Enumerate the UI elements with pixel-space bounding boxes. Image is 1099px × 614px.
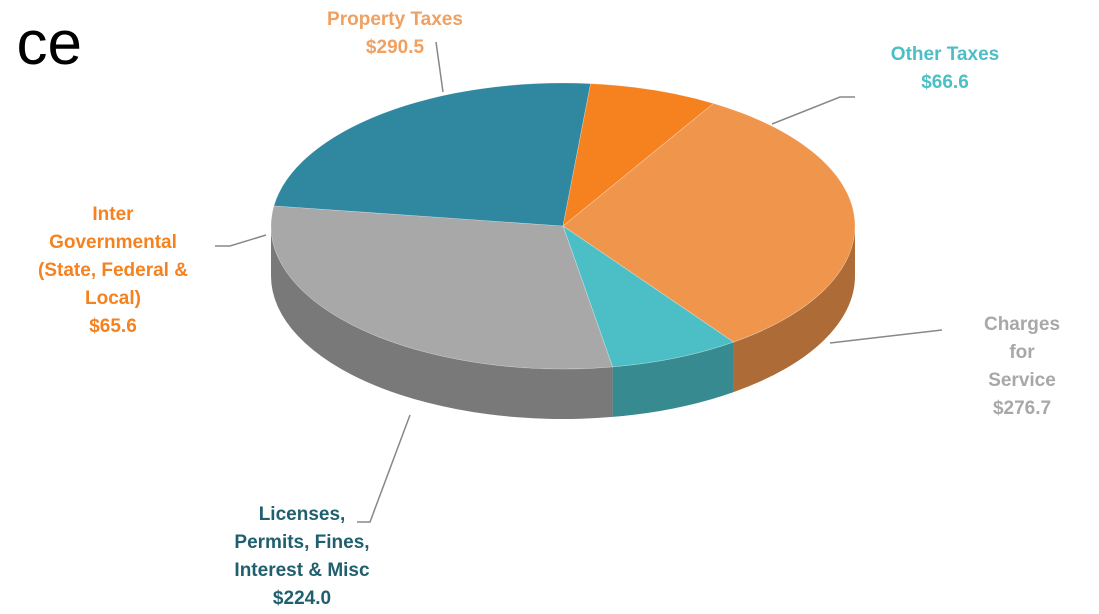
category-label: Licenses, Permits, Fines, Interest & Mis… [234,504,370,581]
pie-tops [270,82,856,370]
pie-slice [562,225,735,368]
pie-slice [562,103,856,343]
pie-slice [270,205,614,370]
leader-lines [215,41,943,523]
leader-line [215,234,267,247]
slice-label: Licenses, Permits, Fines, Interest & Mis… [234,501,369,613]
value-label: $66.6 [921,72,969,93]
leader-line [435,41,444,93]
pie-side [733,226,855,393]
slice-label: Other Taxes $66.6 [891,41,999,97]
value-label: $65.6 [89,316,137,337]
category-label: Other Taxes [890,44,1000,65]
leader-line [771,96,855,125]
category-label: Charges for Service [983,314,1061,391]
value-label: $276.7 [992,398,1052,419]
leader-line [357,414,411,523]
pie-side [271,226,613,419]
pie-side [612,342,734,417]
leader-line [829,329,943,344]
category-label: Inter Governmental (State, Federal & Loc… [38,204,188,309]
slice-label: Inter Governmental (State, Federal & Loc… [38,201,188,341]
slice-label: Charges for Service $276.7 [984,311,1061,423]
value-label: $290.5 [365,37,425,58]
pie-slice [562,83,715,227]
pie-sides [271,226,855,419]
pie-slice [273,82,591,227]
slice-label: Property Taxes $290.5 [327,6,463,62]
category-label: Property Taxes [327,9,463,30]
title: ce [16,9,82,78]
value-label: $224.0 [272,588,332,609]
